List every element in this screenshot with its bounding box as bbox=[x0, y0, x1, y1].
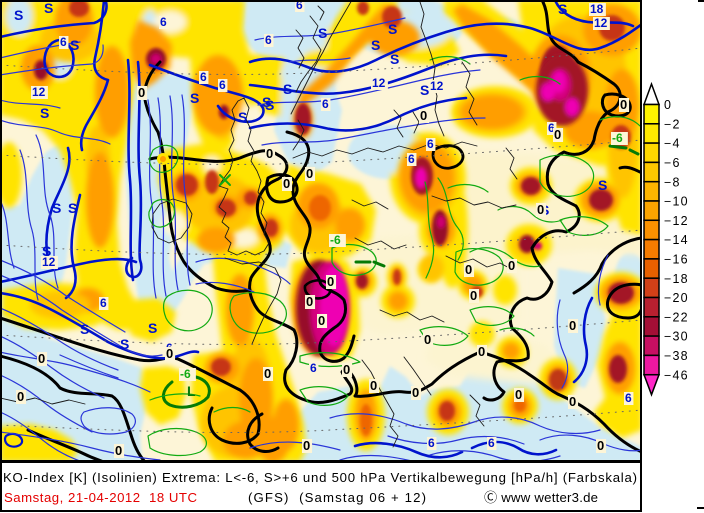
svg-text:KO-Index [K] (Isolinien) Extre: KO-Index [K] (Isolinien) Extrema: L<-6, … bbox=[3, 470, 637, 485]
svg-text:6: 6 bbox=[265, 33, 272, 47]
svg-text:0: 0 bbox=[569, 394, 576, 409]
svg-text:0: 0 bbox=[478, 344, 485, 359]
svg-text:−18: −18 bbox=[664, 272, 689, 286]
svg-text:−12: −12 bbox=[664, 214, 689, 228]
svg-text:L: L bbox=[187, 383, 196, 399]
svg-text:0: 0 bbox=[115, 443, 122, 458]
svg-text:S: S bbox=[238, 109, 247, 125]
svg-text:S: S bbox=[42, 243, 51, 259]
svg-text:S: S bbox=[420, 82, 429, 98]
svg-text:0: 0 bbox=[664, 98, 672, 112]
svg-text:6: 6 bbox=[100, 296, 107, 310]
svg-text:-6: -6 bbox=[612, 131, 623, 145]
svg-text:6: 6 bbox=[428, 436, 435, 450]
svg-text:6: 6 bbox=[548, 121, 555, 135]
svg-text:0: 0 bbox=[508, 258, 515, 273]
svg-text:−2: −2 bbox=[664, 117, 681, 131]
svg-text:S: S bbox=[148, 320, 157, 336]
svg-text:Ⓒ www wetter3.de: Ⓒ www wetter3.de bbox=[484, 490, 598, 505]
svg-text:12: 12 bbox=[42, 255, 56, 269]
svg-text:6: 6 bbox=[219, 78, 226, 92]
svg-text:0: 0 bbox=[569, 318, 576, 333]
svg-text:S: S bbox=[371, 37, 380, 53]
svg-text:0: 0 bbox=[303, 438, 310, 453]
svg-text:6: 6 bbox=[160, 15, 167, 29]
svg-text:0: 0 bbox=[306, 166, 313, 181]
svg-text:(GFS) (Samstag 06 + 12): (GFS) (Samstag 06 + 12) bbox=[248, 490, 426, 505]
svg-text:0: 0 bbox=[17, 389, 24, 404]
svg-text:0: 0 bbox=[554, 127, 561, 142]
svg-text:12: 12 bbox=[32, 85, 46, 99]
svg-text:S: S bbox=[283, 81, 292, 97]
svg-text:0: 0 bbox=[420, 108, 427, 123]
svg-text:6: 6 bbox=[322, 97, 329, 111]
svg-text:S: S bbox=[52, 200, 61, 216]
svg-text:S: S bbox=[70, 37, 79, 53]
svg-text:0: 0 bbox=[38, 351, 45, 366]
svg-text:−20: −20 bbox=[664, 291, 689, 305]
svg-text:12: 12 bbox=[430, 79, 444, 93]
svg-text:0: 0 bbox=[424, 332, 431, 347]
svg-text:S: S bbox=[44, 0, 53, 16]
svg-text:−4: −4 bbox=[664, 137, 681, 151]
svg-text:0: 0 bbox=[166, 346, 173, 361]
svg-text:S: S bbox=[40, 105, 49, 121]
svg-text:0: 0 bbox=[327, 274, 334, 289]
svg-text:−22: −22 bbox=[664, 310, 689, 324]
svg-text:18: 18 bbox=[590, 2, 604, 16]
svg-text:0: 0 bbox=[597, 438, 604, 453]
svg-text:12: 12 bbox=[372, 76, 386, 90]
svg-text:S: S bbox=[80, 321, 89, 337]
svg-text:-6: -6 bbox=[180, 367, 191, 381]
svg-text:−8: −8 bbox=[664, 175, 681, 189]
svg-text:−6: −6 bbox=[664, 156, 681, 170]
svg-text:−38: −38 bbox=[664, 349, 689, 363]
svg-text:−14: −14 bbox=[664, 233, 689, 247]
svg-text:−30: −30 bbox=[664, 330, 689, 344]
svg-text:0: 0 bbox=[264, 366, 271, 381]
svg-text:−10: −10 bbox=[664, 195, 689, 209]
svg-text:S: S bbox=[14, 7, 23, 23]
svg-text:S: S bbox=[390, 51, 399, 67]
svg-text:S: S bbox=[68, 200, 77, 216]
svg-text:S: S bbox=[262, 94, 271, 110]
svg-text:6: 6 bbox=[427, 137, 434, 151]
svg-text:6: 6 bbox=[408, 152, 415, 166]
svg-text:−16: −16 bbox=[664, 253, 689, 267]
svg-text:S: S bbox=[388, 21, 397, 37]
svg-text:-6: -6 bbox=[330, 233, 341, 247]
svg-text:Samstag, 21-04-2012 18 UTC: Samstag, 21-04-2012 18 UTC bbox=[4, 490, 197, 505]
svg-text:−46: −46 bbox=[664, 368, 689, 382]
svg-text:S: S bbox=[190, 90, 199, 106]
svg-text:0: 0 bbox=[412, 385, 419, 400]
svg-text:0: 0 bbox=[465, 262, 472, 277]
svg-text:0: 0 bbox=[515, 387, 522, 402]
svg-text:S: S bbox=[120, 336, 129, 352]
svg-text:6: 6 bbox=[200, 70, 207, 84]
svg-text:0: 0 bbox=[306, 294, 313, 309]
svg-text:S: S bbox=[265, 97, 274, 113]
svg-text:6: 6 bbox=[60, 35, 67, 49]
svg-text:6: 6 bbox=[488, 436, 495, 450]
svg-text:6: 6 bbox=[625, 391, 632, 405]
svg-text:0: 0 bbox=[537, 202, 544, 217]
svg-text:0: 0 bbox=[138, 85, 145, 100]
svg-text:0: 0 bbox=[283, 176, 290, 191]
svg-text:12: 12 bbox=[594, 16, 608, 30]
svg-text:S: S bbox=[598, 177, 607, 193]
svg-text:0: 0 bbox=[620, 97, 627, 112]
svg-text:0: 0 bbox=[318, 313, 325, 328]
svg-text:0: 0 bbox=[266, 146, 273, 161]
svg-text:0: 0 bbox=[370, 378, 377, 393]
svg-text:S: S bbox=[558, 1, 567, 17]
svg-text:6: 6 bbox=[310, 361, 317, 375]
svg-text:6: 6 bbox=[296, 0, 303, 12]
svg-text:0: 0 bbox=[470, 288, 477, 303]
svg-text:0: 0 bbox=[343, 362, 350, 377]
svg-text:S: S bbox=[318, 25, 327, 41]
